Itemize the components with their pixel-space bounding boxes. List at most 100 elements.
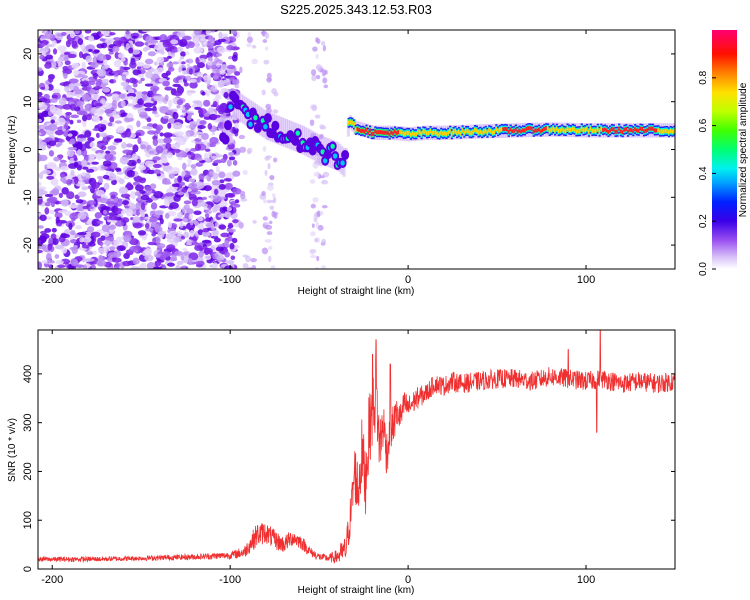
spectrogram-noise-cell <box>183 204 190 211</box>
spectrogram-noise-cell <box>102 209 108 215</box>
spectrogram-noise-cell <box>107 122 113 127</box>
colorbar-axis: 0.0 0.2 0.4 0.6 0.8 <box>698 70 716 276</box>
spectrogram-noise-cell <box>47 243 53 251</box>
spectrogram-noise-cell <box>60 165 70 171</box>
spectrogram-noise-cell <box>75 199 84 204</box>
spectrogram-noise-cell <box>60 31 67 36</box>
spectrogram-noise-cell <box>205 209 213 215</box>
spectrogram-noise-cell <box>180 170 186 177</box>
spectrogram-noise-cell <box>177 191 185 195</box>
spectrogram-noise-cell <box>95 189 105 197</box>
spectrogram-noise-cell <box>230 255 236 261</box>
spectrogram-noise-cell <box>250 258 257 263</box>
spectrogram-noise-cell <box>270 265 276 269</box>
spectrogram-band-core <box>489 128 493 133</box>
spectrogram-noise-cell <box>97 69 107 77</box>
spectrogram-noise-cell <box>44 125 50 130</box>
spectrogram-noise-cell <box>85 172 91 179</box>
spectrogram-noise-cell <box>172 111 179 120</box>
spectrogram-band-core <box>443 131 446 136</box>
spectrogram-noise-cell <box>81 171 86 177</box>
spectrogram-noise-cell <box>52 88 61 93</box>
spectrogram-noise-cell <box>76 119 82 123</box>
spectrogram-band-core <box>571 126 574 131</box>
spectrogram-noise-cell <box>323 84 329 89</box>
spectrogram-noise-cell <box>78 134 85 139</box>
spectrogram-band-core <box>568 127 571 132</box>
spectrogram-band-core <box>653 128 656 133</box>
spectrogram-noise-cell <box>147 51 156 57</box>
spectrogram-band-core <box>641 127 644 132</box>
spectrogram-noise-cell <box>156 124 164 131</box>
spectrogram-noise-cell <box>321 265 327 269</box>
spectrogram-noise-cell <box>167 122 172 129</box>
spectrogram-band-core <box>365 127 368 132</box>
spectrogram-noise-cell <box>176 230 183 237</box>
spectrogram-noise-cell <box>189 78 197 83</box>
spectrogram-noise-cell <box>266 77 273 82</box>
spectrogram-noise-cell <box>67 133 73 137</box>
spectrogram-noise-cell <box>173 177 179 184</box>
spectrogram-noise-cell <box>232 219 239 224</box>
spectrogram-band-core <box>399 130 402 135</box>
spectrogram-noise-cell <box>215 94 222 100</box>
spectrogram-noise-cell <box>209 136 219 145</box>
spectrogram-noise-cell <box>119 156 130 165</box>
spectrogram-band-core <box>573 127 576 132</box>
spectrogram-noise-cell <box>264 32 270 40</box>
spectrogram-band-core <box>472 130 475 135</box>
spectrogram-noise-cell <box>126 103 135 107</box>
spectrogram-noise-cell <box>246 36 254 44</box>
spectrogram-noise-cell <box>189 123 196 130</box>
spectrogram-band-core <box>555 126 558 131</box>
spectrogram-noise-cell <box>76 231 87 236</box>
spectrogram-band-core <box>586 126 589 131</box>
spectrogram-noise-cell <box>152 266 160 269</box>
spectrogram-noise-cell <box>38 112 47 117</box>
spectrogram-band-core <box>582 128 585 133</box>
spectrogram-noise-cell <box>207 122 213 130</box>
spectrogram-noise-cell <box>51 39 57 46</box>
spectrogram-noise-cell <box>113 37 122 41</box>
spectrogram-noise-cell <box>312 197 319 203</box>
spectrogram-signal-cell <box>291 135 300 146</box>
spectrogram-noise-cell <box>310 69 317 76</box>
spectrogram-signal-halo <box>280 117 284 146</box>
spectrogram-noise-cell <box>111 93 119 98</box>
spectrogram-noise-cell <box>90 231 101 238</box>
spectrogram-signal-core <box>330 143 335 149</box>
spectrogram-noise-cell <box>322 69 327 77</box>
spectrogram-ytick-label: 20 <box>22 48 34 60</box>
spectrogram-noise-cell <box>178 39 188 47</box>
spectrogram-band-core <box>662 129 665 134</box>
spectrogram-noise-cell <box>190 164 197 169</box>
spectrogram-band-core <box>596 126 599 131</box>
spectrogram-noise-cell <box>197 62 205 69</box>
spectrogram-noise-cell <box>47 124 58 131</box>
spectrogram-band-core <box>397 130 400 135</box>
spectrogram-band-core <box>598 129 601 134</box>
spectrogram-noise-cell <box>107 252 118 258</box>
spectrogram-band-core <box>600 126 603 131</box>
spectrogram-signal-halo <box>282 118 286 147</box>
spectrogram-noise-cell <box>135 61 145 67</box>
spectrogram-noise-cell <box>41 169 52 175</box>
spectrogram-band-core <box>363 129 366 134</box>
spectrogram-noise-cell <box>105 201 116 205</box>
spectrogram-noise-cell <box>161 72 169 79</box>
spectrogram-noise-cell <box>226 64 236 70</box>
spectrogram-noise-cell <box>313 172 317 177</box>
spectrogram-noise-cell <box>140 144 147 150</box>
spectrogram-noise-cell <box>216 46 226 54</box>
spectrogram-band-core <box>616 129 619 134</box>
spectrogram-signal-halo <box>270 112 274 142</box>
spectrogram-noise-cell <box>69 98 80 103</box>
spectrogram-noise-cell <box>234 84 240 89</box>
spectrogram-noise-cell <box>310 203 316 209</box>
spectrogram-noise-cell <box>100 235 106 241</box>
spectrogram-noise-cell <box>219 200 228 208</box>
spectrogram-band-core <box>415 132 418 137</box>
spectrogram-noise-cell <box>75 225 82 230</box>
spectrogram-noise-cell <box>164 212 170 219</box>
spectrogram-noise-cell <box>44 44 49 53</box>
